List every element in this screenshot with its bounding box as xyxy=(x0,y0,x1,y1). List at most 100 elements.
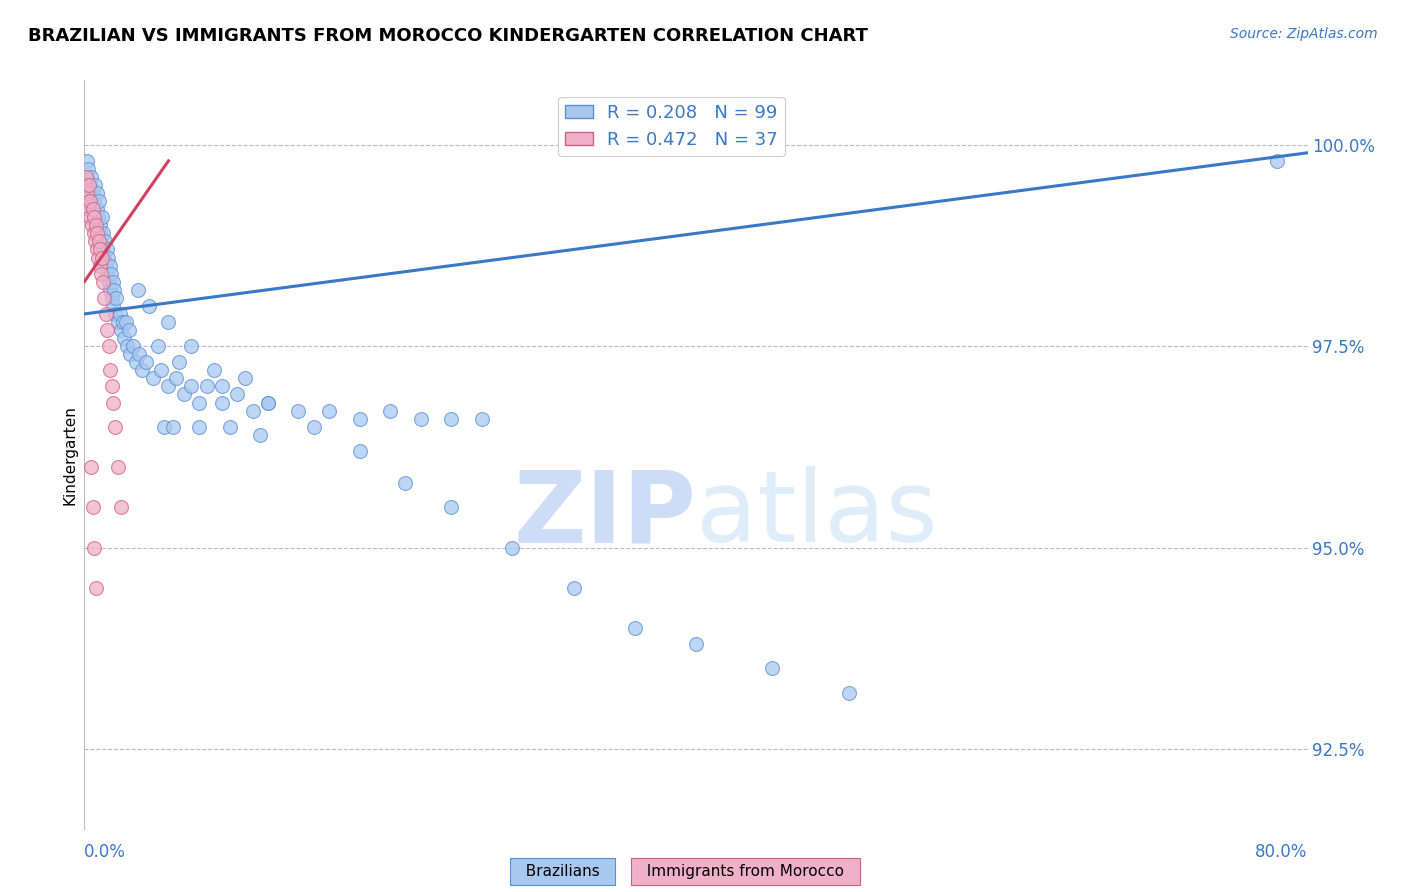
Point xyxy=(180,379,202,393)
Point xyxy=(107,315,129,329)
Text: Source: ZipAtlas.com: Source: ZipAtlas.com xyxy=(1230,27,1378,41)
Point xyxy=(103,283,125,297)
Point xyxy=(562,581,585,595)
Point xyxy=(90,235,112,249)
Point xyxy=(202,363,225,377)
Point xyxy=(75,178,97,192)
Point xyxy=(97,339,120,353)
Point xyxy=(180,339,202,353)
Y-axis label: Kindergarten: Kindergarten xyxy=(62,405,77,505)
Point xyxy=(502,541,524,555)
Point xyxy=(211,379,233,393)
Point xyxy=(173,387,195,401)
Point xyxy=(108,307,131,321)
Point xyxy=(91,211,114,225)
Point xyxy=(82,186,104,200)
Point xyxy=(98,363,121,377)
Point xyxy=(440,500,463,515)
Point xyxy=(103,299,125,313)
Point xyxy=(89,259,111,273)
Point xyxy=(86,186,108,200)
Point xyxy=(76,186,98,200)
Point xyxy=(80,460,103,475)
Point xyxy=(93,291,115,305)
Point xyxy=(79,178,101,192)
Point xyxy=(97,275,120,289)
Point xyxy=(118,323,141,337)
Text: Brazilians: Brazilians xyxy=(516,864,609,879)
Text: ZIP: ZIP xyxy=(513,467,696,564)
Text: atlas: atlas xyxy=(696,467,938,564)
Point xyxy=(226,387,249,401)
Point xyxy=(1265,153,1288,168)
Point xyxy=(131,363,153,377)
Point xyxy=(83,194,105,208)
Point xyxy=(96,267,118,281)
Point xyxy=(138,299,160,313)
Point xyxy=(167,355,190,369)
Point xyxy=(120,347,142,361)
Point xyxy=(101,275,124,289)
Point xyxy=(89,219,111,233)
Point xyxy=(94,235,117,249)
Point xyxy=(624,621,647,635)
Point xyxy=(211,395,233,409)
Text: 80.0%: 80.0% xyxy=(1256,843,1308,862)
Point xyxy=(761,661,783,675)
Point xyxy=(80,169,103,184)
Point xyxy=(440,411,463,425)
Point xyxy=(302,419,325,434)
Point xyxy=(86,202,108,217)
Point xyxy=(87,235,110,249)
Point xyxy=(98,283,121,297)
Point xyxy=(110,323,132,337)
Text: Immigrants from Morocco: Immigrants from Morocco xyxy=(637,864,853,879)
Point xyxy=(105,291,128,305)
Point xyxy=(249,427,271,442)
Point xyxy=(128,347,150,361)
Point xyxy=(86,227,108,241)
Point xyxy=(157,315,180,329)
Point xyxy=(349,411,371,425)
Point xyxy=(162,419,184,434)
Point xyxy=(165,371,187,385)
Point xyxy=(115,339,138,353)
Point xyxy=(112,331,135,345)
Point xyxy=(89,243,111,257)
Point xyxy=(89,227,111,241)
Point xyxy=(188,395,211,409)
Point xyxy=(87,251,110,265)
Point xyxy=(101,379,124,393)
Point xyxy=(257,395,280,409)
Point xyxy=(122,339,145,353)
Text: 0.0%: 0.0% xyxy=(84,843,127,862)
Point xyxy=(87,211,110,225)
Point xyxy=(153,419,176,434)
Point xyxy=(838,685,860,699)
Point xyxy=(86,243,108,257)
Point xyxy=(80,219,103,233)
Point xyxy=(84,178,107,192)
Point xyxy=(104,419,127,434)
Point xyxy=(103,395,125,409)
Point xyxy=(685,637,707,651)
Point xyxy=(394,476,416,491)
Point xyxy=(91,251,114,265)
Point xyxy=(82,202,104,217)
Point xyxy=(114,315,136,329)
Point xyxy=(94,307,117,321)
Point xyxy=(84,219,107,233)
Point xyxy=(135,355,157,369)
Point xyxy=(83,211,105,225)
Point xyxy=(142,371,165,385)
Point xyxy=(96,243,118,257)
Point xyxy=(83,227,105,241)
Point xyxy=(97,251,120,265)
Point xyxy=(287,403,309,417)
Point xyxy=(84,219,107,233)
Point xyxy=(98,259,121,273)
Point xyxy=(87,194,110,208)
Point xyxy=(104,307,127,321)
Point xyxy=(233,371,256,385)
Point xyxy=(77,202,100,217)
